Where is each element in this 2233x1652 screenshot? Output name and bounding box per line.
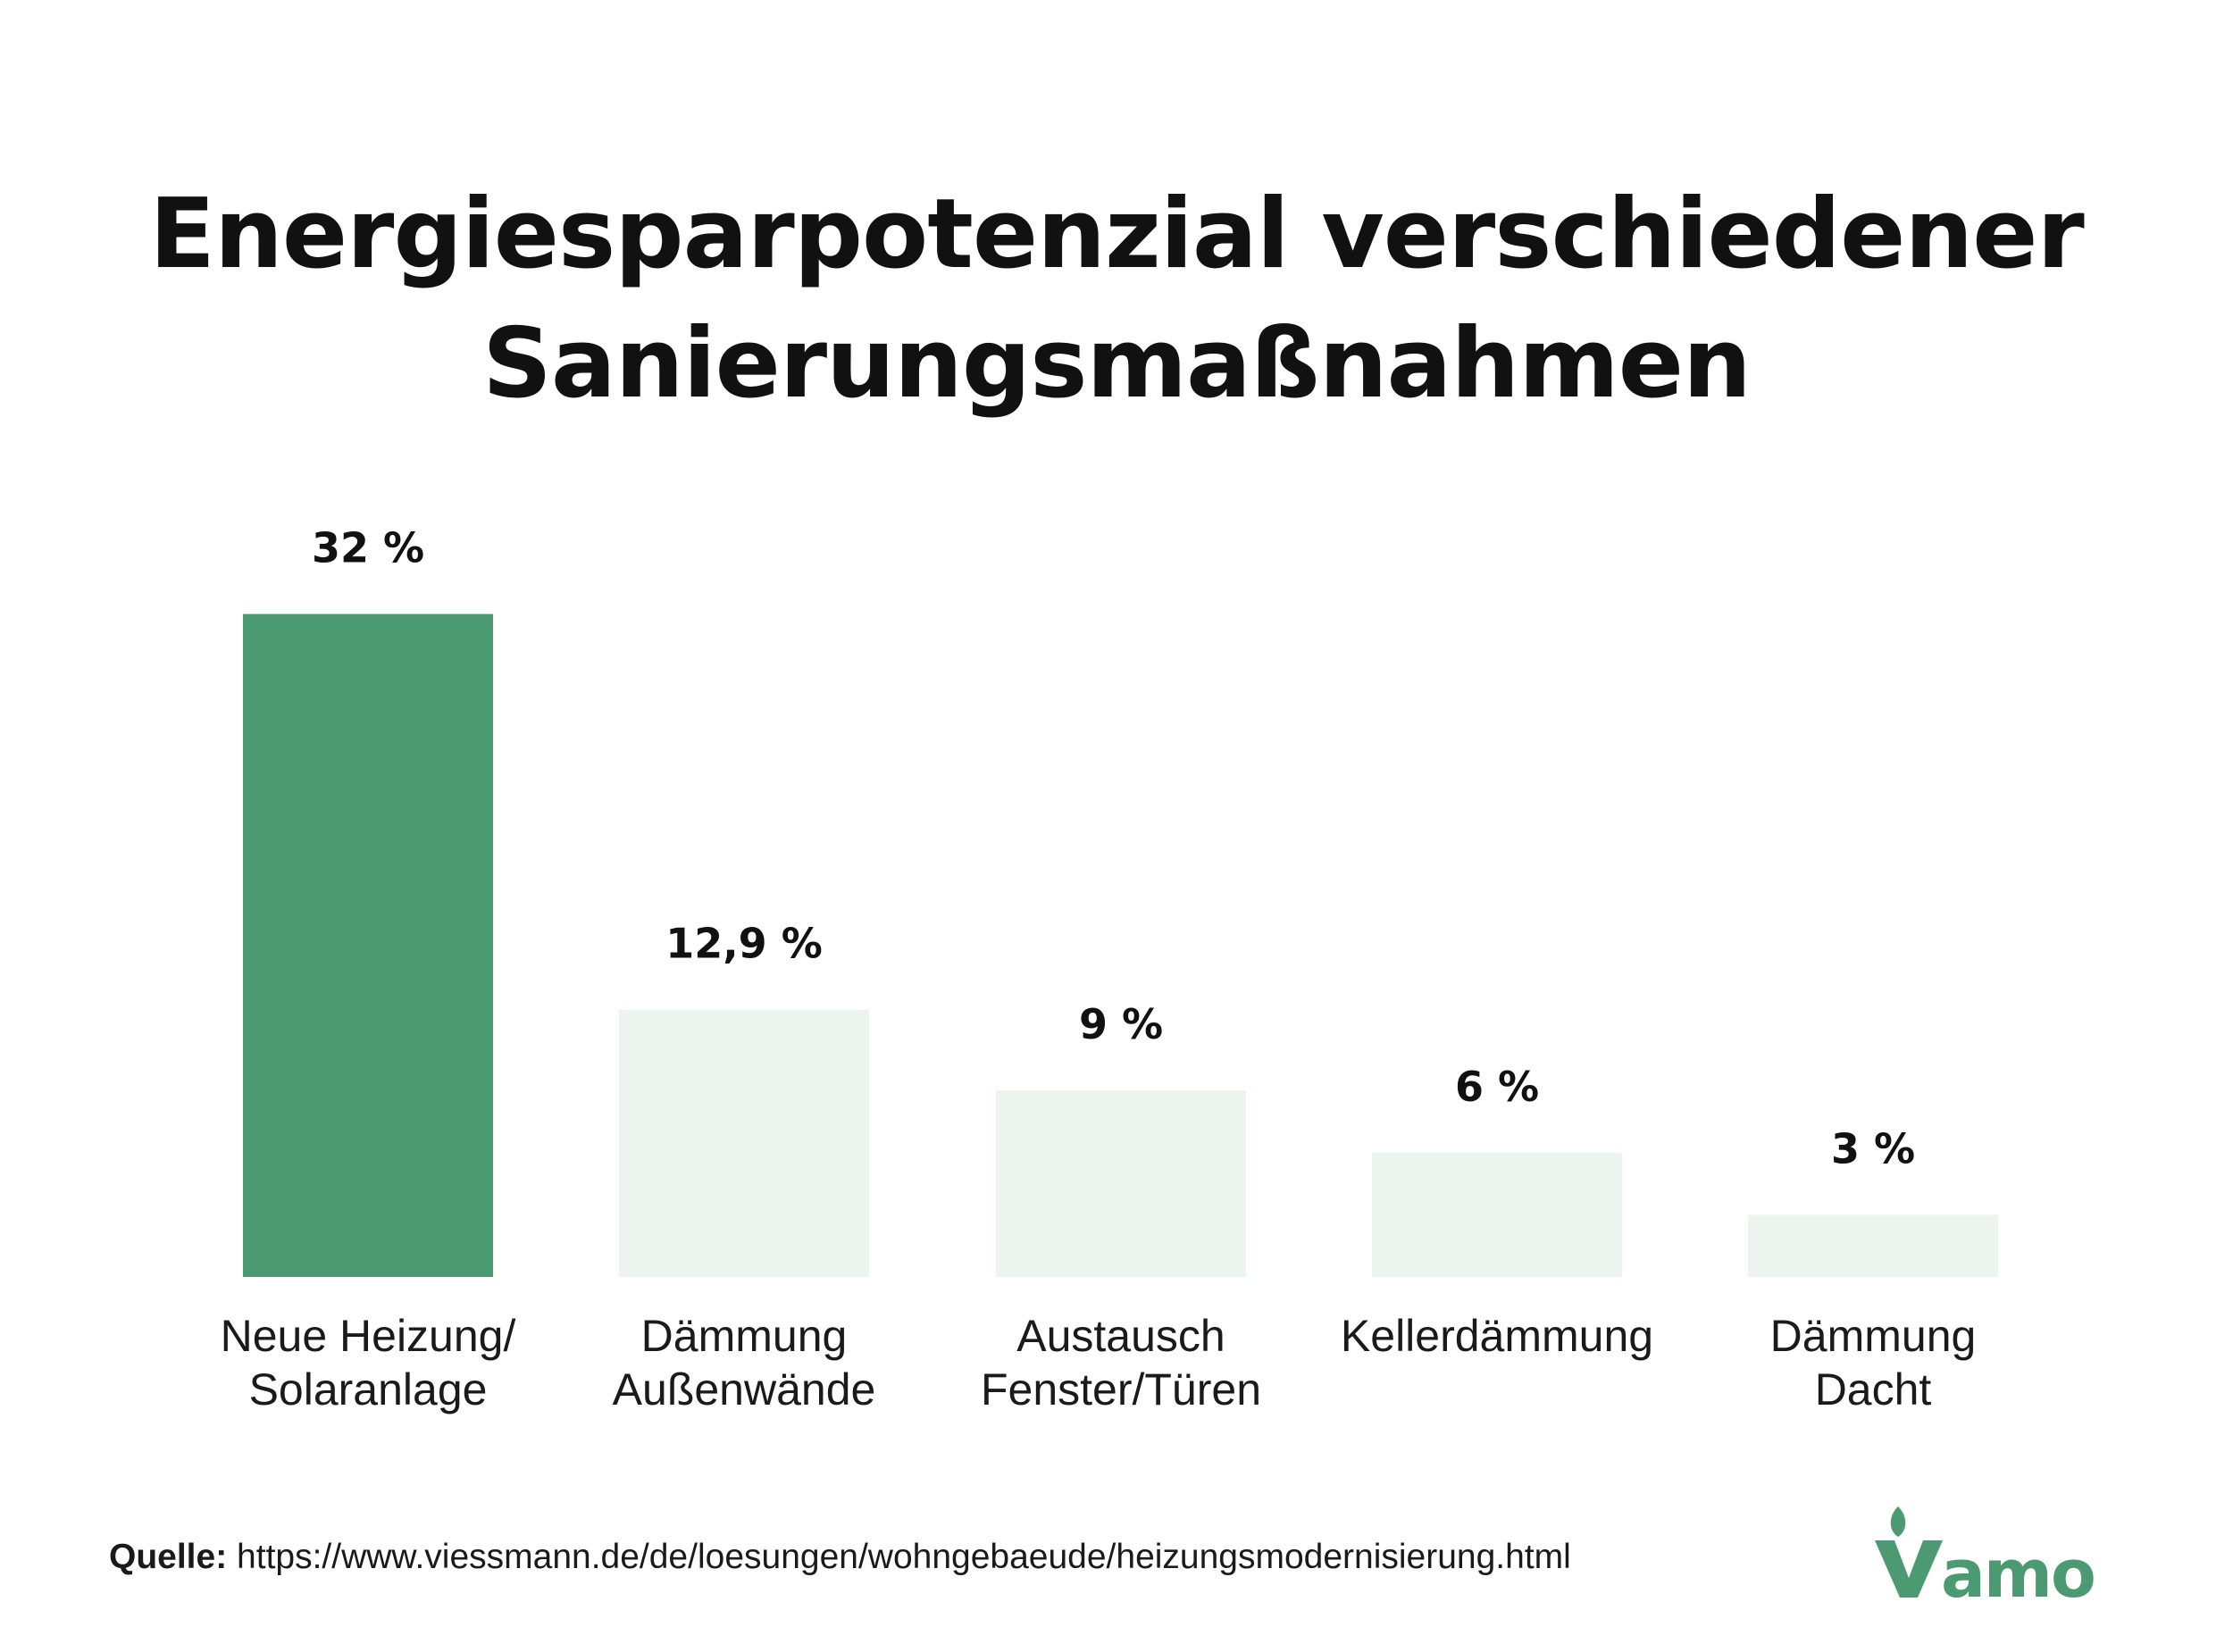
category-label-5-line-2: Dacht xyxy=(1815,1364,1932,1414)
bar-1 xyxy=(243,613,493,1277)
leaf-icon xyxy=(1890,1506,1906,1537)
bar-5 xyxy=(1748,1214,1998,1277)
logo-text: amo xyxy=(1941,1536,2095,1603)
source-label: Quelle: xyxy=(109,1538,228,1576)
page-title: Energiesparpotenzial verschiedener Sanie… xyxy=(0,170,2233,429)
source-note: Quelle: https://www.viessmann.de/de/loes… xyxy=(109,1538,1571,1577)
logo-v-mark xyxy=(1875,1540,1943,1598)
category-label-1-line-1: Neue Heizung/ xyxy=(221,1311,516,1361)
category-label-1-line-2: Solaranlage xyxy=(249,1364,488,1414)
bar-value-label-5: 3 % xyxy=(1831,1124,1915,1172)
category-label-5-line-1: Dämmung xyxy=(1770,1311,1977,1361)
bar-value-label-2: 12,9 % xyxy=(665,920,823,968)
category-label-4-line-1: Kellerdämmung xyxy=(1341,1311,1653,1361)
title-line-2: Sanierungsmaßnahmen xyxy=(482,308,1752,420)
bar-value-label-1: 32 % xyxy=(312,524,424,572)
title-line-1: Energiesparpotenzial verschiedener xyxy=(149,179,2084,290)
bar-4 xyxy=(1372,1152,1622,1277)
bar-value-label-4: 6 % xyxy=(1455,1063,1539,1111)
source-url: https://www.viessmann.de/de/loesungen/wo… xyxy=(237,1538,1571,1576)
bar-2 xyxy=(619,1009,869,1277)
category-label-3-line-1: Austausch xyxy=(1016,1311,1225,1361)
vamo-logo: amo xyxy=(1875,1506,2096,1603)
category-label-3-line-2: Fenster/Türen xyxy=(981,1364,1261,1414)
bar-value-label-3: 9 % xyxy=(1079,1000,1163,1048)
category-label-2-line-1: Dämmung xyxy=(641,1311,848,1361)
category-label-2-line-2: Außenwände xyxy=(613,1364,876,1414)
bar-3 xyxy=(996,1090,1246,1277)
